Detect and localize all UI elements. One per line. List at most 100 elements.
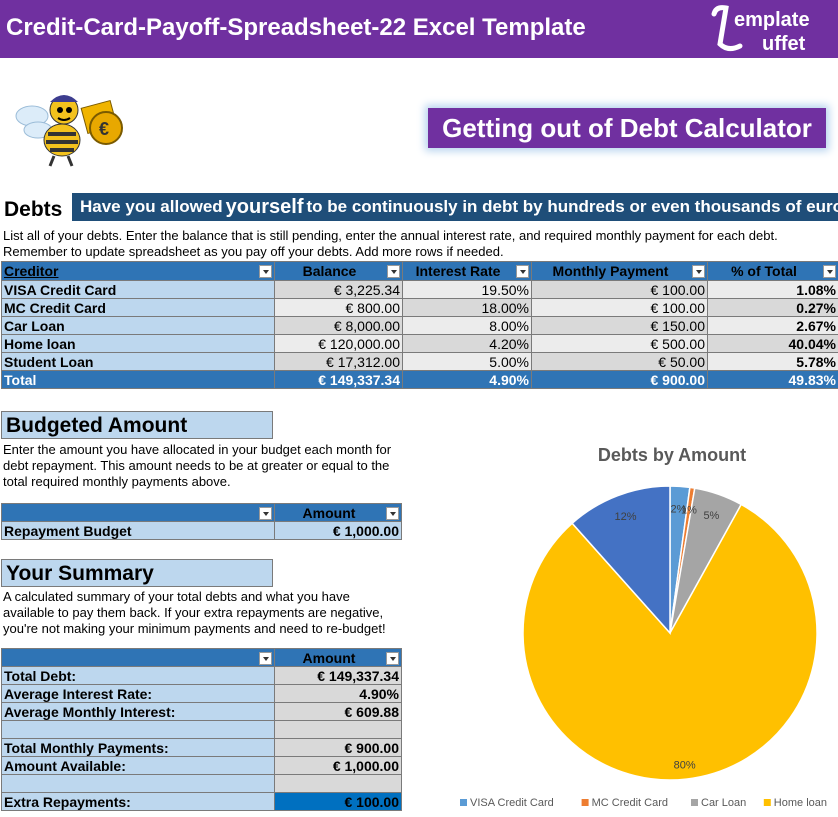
debts-banner: Have you allowed yourself to be continuo… bbox=[72, 193, 838, 221]
cell-rate[interactable]: 4.20% bbox=[402, 334, 532, 353]
summary-label[interactable] bbox=[1, 774, 275, 793]
cell-rate[interactable]: 8.00% bbox=[402, 316, 532, 335]
summary-label[interactable]: Total Monthly Payments: bbox=[1, 738, 275, 757]
summary-value[interactable]: 4.90% bbox=[274, 684, 402, 703]
total-row: Total € 149,337.34 4.90% € 900.00 49.83% bbox=[1, 370, 838, 389]
cell-creditor[interactable]: Car Loan bbox=[1, 316, 275, 335]
total-pct[interactable]: 49.83% bbox=[707, 370, 838, 389]
summary-label[interactable]: Extra Repayments: bbox=[1, 792, 275, 811]
debts-description: List all of your debts. Enter the balanc… bbox=[3, 228, 838, 260]
summary-desc-line: you're not making your minimum payments … bbox=[3, 621, 386, 636]
pie-slice-home-loan[interactable] bbox=[522, 503, 818, 781]
summary-header-blank[interactable] bbox=[1, 648, 275, 667]
banner-pre: Have you allowed bbox=[80, 197, 223, 216]
summary-value[interactable]: € 149,337.34 bbox=[274, 666, 402, 685]
table-row: Average Interest Rate: 4.90% bbox=[1, 684, 402, 703]
filter-dropdown-icon[interactable] bbox=[259, 651, 272, 665]
cell-creditor[interactable]: VISA Credit Card bbox=[1, 280, 275, 299]
legend-entry[interactable]: Home loan bbox=[774, 797, 827, 809]
total-rate[interactable]: 4.90% bbox=[402, 370, 532, 389]
extra-repayments-value[interactable]: € 100.00 bbox=[274, 792, 402, 811]
cell-pct[interactable]: 40.04% bbox=[707, 334, 838, 353]
repayment-budget-label[interactable]: Repayment Budget bbox=[1, 521, 275, 540]
cell-rate[interactable]: 18.00% bbox=[402, 298, 532, 317]
cell-balance[interactable]: € 120,000.00 bbox=[274, 334, 403, 353]
summary-value[interactable] bbox=[274, 720, 402, 739]
cell-payment[interactable]: € 150.00 bbox=[531, 316, 708, 335]
total-balance[interactable]: € 149,337.34 bbox=[274, 370, 403, 389]
cell-rate[interactable]: 19.50% bbox=[402, 280, 532, 299]
filter-dropdown-icon[interactable] bbox=[259, 506, 272, 520]
summary-value[interactable]: € 900.00 bbox=[274, 738, 402, 757]
cell-balance[interactable]: € 3,225.34 bbox=[274, 280, 403, 299]
cell-payment[interactable]: € 100.00 bbox=[531, 280, 708, 299]
cell-pct[interactable]: 2.67% bbox=[707, 316, 838, 335]
cell-creditor[interactable]: MC Credit Card bbox=[1, 298, 275, 317]
repayment-budget-value[interactable]: € 1,000.00 bbox=[274, 521, 402, 540]
chart-title: Debts by Amount bbox=[598, 445, 746, 465]
cell-balance[interactable]: € 800.00 bbox=[274, 298, 403, 317]
summary-label[interactable]: Total Debt: bbox=[1, 666, 275, 685]
cell-rate[interactable]: 5.00% bbox=[402, 352, 532, 371]
summary-label[interactable]: Average Monthly Interest: bbox=[1, 702, 275, 721]
table-row: Amount Available: € 1,000.00 bbox=[1, 756, 402, 775]
total-payment[interactable]: € 900.00 bbox=[531, 370, 708, 389]
legend-entry[interactable]: VISA Credit Card bbox=[470, 797, 554, 809]
legend-swatch bbox=[581, 799, 589, 806]
brand-logo-icon: emplate uffet bbox=[711, 5, 810, 55]
budget-heading: Budgeted Amount bbox=[1, 411, 273, 439]
summary-label[interactable]: Amount Available: bbox=[1, 756, 275, 775]
pie-data-label: 5% bbox=[703, 510, 719, 522]
filter-dropdown-icon[interactable] bbox=[386, 651, 399, 665]
table-row: Home loan € 120,000.00 4.20% € 500.00 40… bbox=[1, 334, 838, 353]
filter-dropdown-icon[interactable] bbox=[516, 265, 529, 278]
summary-label[interactable] bbox=[1, 720, 275, 739]
debts-table: Creditor Balance Interest Rate Monthly P… bbox=[1, 261, 838, 389]
summary-value[interactable]: € 1,000.00 bbox=[274, 756, 402, 775]
table-row: VISA Credit Card € 3,225.34 19.50% € 100… bbox=[1, 280, 838, 299]
column-header-creditor[interactable]: Creditor bbox=[1, 261, 275, 281]
filter-dropdown-icon[interactable] bbox=[259, 265, 272, 278]
column-header-balance[interactable]: Balance bbox=[274, 261, 403, 281]
debts-header-row: Creditor Balance Interest Rate Monthly P… bbox=[1, 261, 838, 281]
cell-pct[interactable]: 5.78% bbox=[707, 352, 838, 371]
budget-header-amount[interactable]: Amount bbox=[274, 503, 402, 522]
summary-heading: Your Summary bbox=[1, 559, 273, 587]
summary-header-amount[interactable]: Amount bbox=[274, 648, 402, 667]
cell-creditor[interactable]: Home loan bbox=[1, 334, 275, 353]
summary-value[interactable]: € 609.88 bbox=[274, 702, 402, 721]
legend-entry[interactable]: Car Loan bbox=[701, 797, 746, 809]
filter-dropdown-icon[interactable] bbox=[387, 265, 400, 278]
filter-dropdown-icon[interactable] bbox=[692, 265, 705, 278]
debts-desc-line: List all of your debts. Enter the balanc… bbox=[3, 228, 778, 243]
column-header-pct-total[interactable]: % of Total bbox=[707, 261, 838, 281]
summary-value[interactable] bbox=[274, 774, 402, 793]
filter-dropdown-icon[interactable] bbox=[386, 506, 399, 520]
window-title: Credit-Card-Payoff-Spreadsheet-22 Excel … bbox=[6, 14, 586, 41]
total-label[interactable]: Total bbox=[1, 370, 275, 389]
cell-pct[interactable]: 1.08% bbox=[707, 280, 838, 299]
cell-payment[interactable]: € 100.00 bbox=[531, 298, 708, 317]
legend-swatch bbox=[460, 799, 467, 806]
legend-entry[interactable]: MC Credit Card bbox=[592, 797, 668, 809]
column-header-monthly-payment[interactable]: Monthly Payment bbox=[531, 261, 708, 281]
summary-header-row: Amount bbox=[1, 648, 402, 667]
brand-logo: emplate uffet bbox=[706, 0, 838, 58]
filter-dropdown-icon[interactable] bbox=[823, 265, 836, 278]
cell-balance[interactable]: € 17,312.00 bbox=[274, 352, 403, 371]
cell-creditor[interactable]: Student Loan bbox=[1, 352, 275, 371]
cell-payment[interactable]: € 500.00 bbox=[531, 334, 708, 353]
pie-slice-student-loan[interactable] bbox=[571, 485, 671, 635]
column-header-interest-rate[interactable]: Interest Rate bbox=[402, 261, 532, 281]
cell-pct[interactable]: 0.27% bbox=[707, 298, 838, 317]
summary-label[interactable]: Average Interest Rate: bbox=[1, 684, 275, 703]
legend-swatch bbox=[763, 799, 771, 806]
budget-header-blank[interactable] bbox=[1, 503, 275, 522]
banner-emphasis: yourself bbox=[225, 195, 304, 218]
table-row: Repayment Budget € 1,000.00 bbox=[1, 521, 402, 540]
brand-line2: uffet bbox=[762, 33, 806, 55]
cell-payment[interactable]: € 50.00 bbox=[531, 352, 708, 371]
cell-balance[interactable]: € 8,000.00 bbox=[274, 316, 403, 335]
pie-data-label: 12% bbox=[614, 511, 636, 523]
summary-description: A calculated summary of your total debts… bbox=[3, 589, 423, 637]
